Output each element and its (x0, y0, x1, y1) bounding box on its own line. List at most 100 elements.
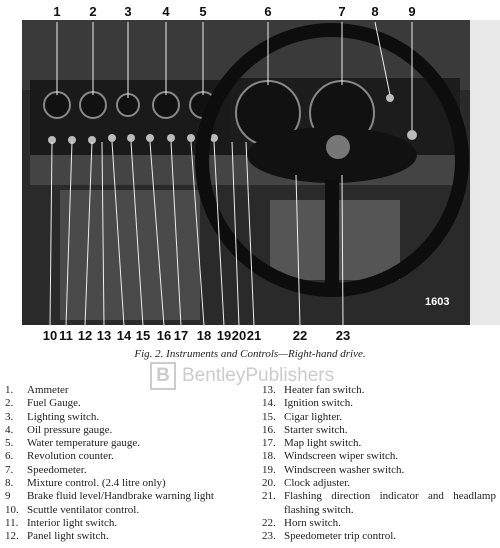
legend-text: Horn switch. (284, 516, 341, 529)
legend-text: Panel light switch. (27, 530, 109, 543)
callout-number: 5 (199, 4, 206, 19)
legend-number: 9 (5, 490, 11, 503)
caption: Fig. 2. Instruments and Controls—Right-h… (134, 348, 366, 360)
legend-text: Revolution counter. (27, 450, 114, 463)
legend-text: Starter switch. (284, 423, 348, 436)
legend-item: 7. Speedometer. (5, 464, 240, 477)
legend-text: Speedometer. (27, 463, 87, 476)
callout-number: 2 (89, 4, 96, 19)
leader-line (149, 141, 165, 327)
callout-number: 17 (174, 328, 188, 343)
legend-item: 2. Fuel Gauge. (5, 397, 240, 410)
watermark-name: BentleyPublishers (182, 365, 335, 386)
legend-item: 15. Cigar lighter. (262, 411, 496, 424)
legend-text: Ammeter (27, 384, 69, 396)
legend-item: 23. Speedometer trip control. (262, 530, 496, 543)
legend-text: Water temperature gauge. (27, 437, 141, 450)
legend-number: 12. (5, 530, 19, 543)
legend-item: 6. Revolution counter. (5, 450, 240, 463)
photo-number: 1603 (425, 296, 449, 308)
legend-item: 3. Lighting switch. (5, 411, 240, 424)
legend-item: 21. Flashing direction indicator and head… (262, 490, 496, 517)
legend-item: 18. Windscreen wiper switch. (262, 450, 496, 463)
leader-line (374, 21, 391, 96)
legend-text: Speedometer trip control. (284, 530, 397, 543)
legend-text: Clock adjuster. (284, 477, 350, 490)
legend-number: 14. (262, 397, 276, 410)
legend-right: 13. Heater fan switch. 14. Ignition switch.… (262, 384, 496, 544)
legend-left: 1. Ammeter 2. Fuel Gauge. 3. Lighting switch.… (5, 384, 240, 544)
legend-number: 18. (262, 450, 276, 463)
legend-item: 16. Starter switch. (262, 424, 496, 437)
legend-item: 12. Panel light switch. (5, 530, 240, 543)
callout-number: 22 (293, 328, 307, 343)
legend-text: Heater fan switch. (284, 384, 365, 396)
legend-text: Brake fluid level/Handbrake warning ligh… (27, 490, 214, 503)
legend-item: 4. Oil pressure gauge. (5, 424, 240, 437)
callout-number: 3 (124, 4, 131, 19)
callout-number: 13 (97, 328, 111, 343)
legend-number: 6. (5, 450, 14, 463)
callout-number: 20 (232, 328, 246, 343)
legend-item: 5. Water temperature gauge. (5, 437, 240, 450)
callout-number: 1 (53, 4, 60, 19)
legend-number: 15. (262, 410, 276, 423)
callout-number: 16 (157, 328, 171, 343)
legend-text: Interior light switch. (27, 516, 118, 529)
legend-text: Cigar lighter. (284, 410, 343, 423)
callout-number: 15 (136, 328, 150, 343)
legend-item: 10. Scuttle ventilator control. (5, 504, 240, 517)
legend-item: 17. Map light switch. (262, 437, 496, 450)
legend-text: Map light switch. (284, 437, 362, 450)
legend-number: 20. (262, 477, 276, 490)
watermark-logo: B (150, 362, 176, 390)
callout-number: 7 (338, 4, 345, 19)
callout-number: 14 (117, 328, 132, 343)
legend-number: 22. (262, 516, 276, 529)
callout-number: 10 (43, 328, 57, 343)
legend-item: 11. Interior light switch. (5, 517, 240, 530)
legend-text: Lighting switch. (27, 410, 100, 423)
leader-line (84, 141, 93, 327)
leader-line (101, 141, 105, 327)
callout-number: 4 (162, 4, 170, 19)
legend-text: Windscreen washer switch. (284, 463, 405, 476)
leader-line (111, 141, 125, 327)
legend-number: 4. (5, 423, 14, 436)
legend-number: 3. (5, 410, 14, 423)
leader-line (341, 174, 344, 327)
legend-text: Fuel Gauge. (27, 397, 81, 410)
legend-text: Ignition switch. (284, 397, 354, 410)
photo: 1 2 3 4 5 6 7 8 910 11 12 13 14 15 16 17 18 19 20 21 22 23 16… (22, 4, 500, 343)
legend-number: 1. (5, 384, 14, 396)
legend-number: 10. (5, 503, 19, 516)
legend-number: 19. (262, 463, 276, 476)
legend-number: 21. (262, 490, 276, 503)
legend-text: Mixture control. (2.4 litre only) (27, 477, 166, 490)
legend-item: 14. Ignition switch. (262, 397, 496, 410)
leader-line (130, 141, 144, 327)
legend-number: 7. (5, 463, 14, 476)
callout-number: 12 (78, 328, 92, 343)
leader-line (190, 141, 205, 327)
callout-number: 11 (59, 328, 73, 343)
leader-line (295, 174, 301, 327)
legend-item: 13. Heater fan switch. (262, 384, 496, 397)
legend-number: 2. (5, 397, 14, 410)
legend-item: 9 Brake fluid level/Handbrake warning lig… (5, 490, 240, 503)
callout-number: 23 (336, 328, 350, 343)
callout-number: 21 (247, 328, 261, 343)
leader-line (65, 141, 73, 327)
legend-text: Windscreen wiper switch. (284, 450, 399, 463)
callout-number: 9 (408, 4, 415, 19)
legend-item: 1. Ammeter (5, 384, 240, 397)
callout-number: 18 (197, 328, 211, 343)
legend-number: 13. (262, 384, 276, 396)
legend-item: 19. Windscreen washer switch. (262, 464, 496, 477)
leader-line (213, 141, 225, 327)
callout-number: 8 (371, 4, 378, 19)
legend-number: 23. (262, 530, 276, 543)
legend-item: 22. Horn switch. (262, 517, 496, 530)
callout-number: 6 (264, 4, 271, 19)
